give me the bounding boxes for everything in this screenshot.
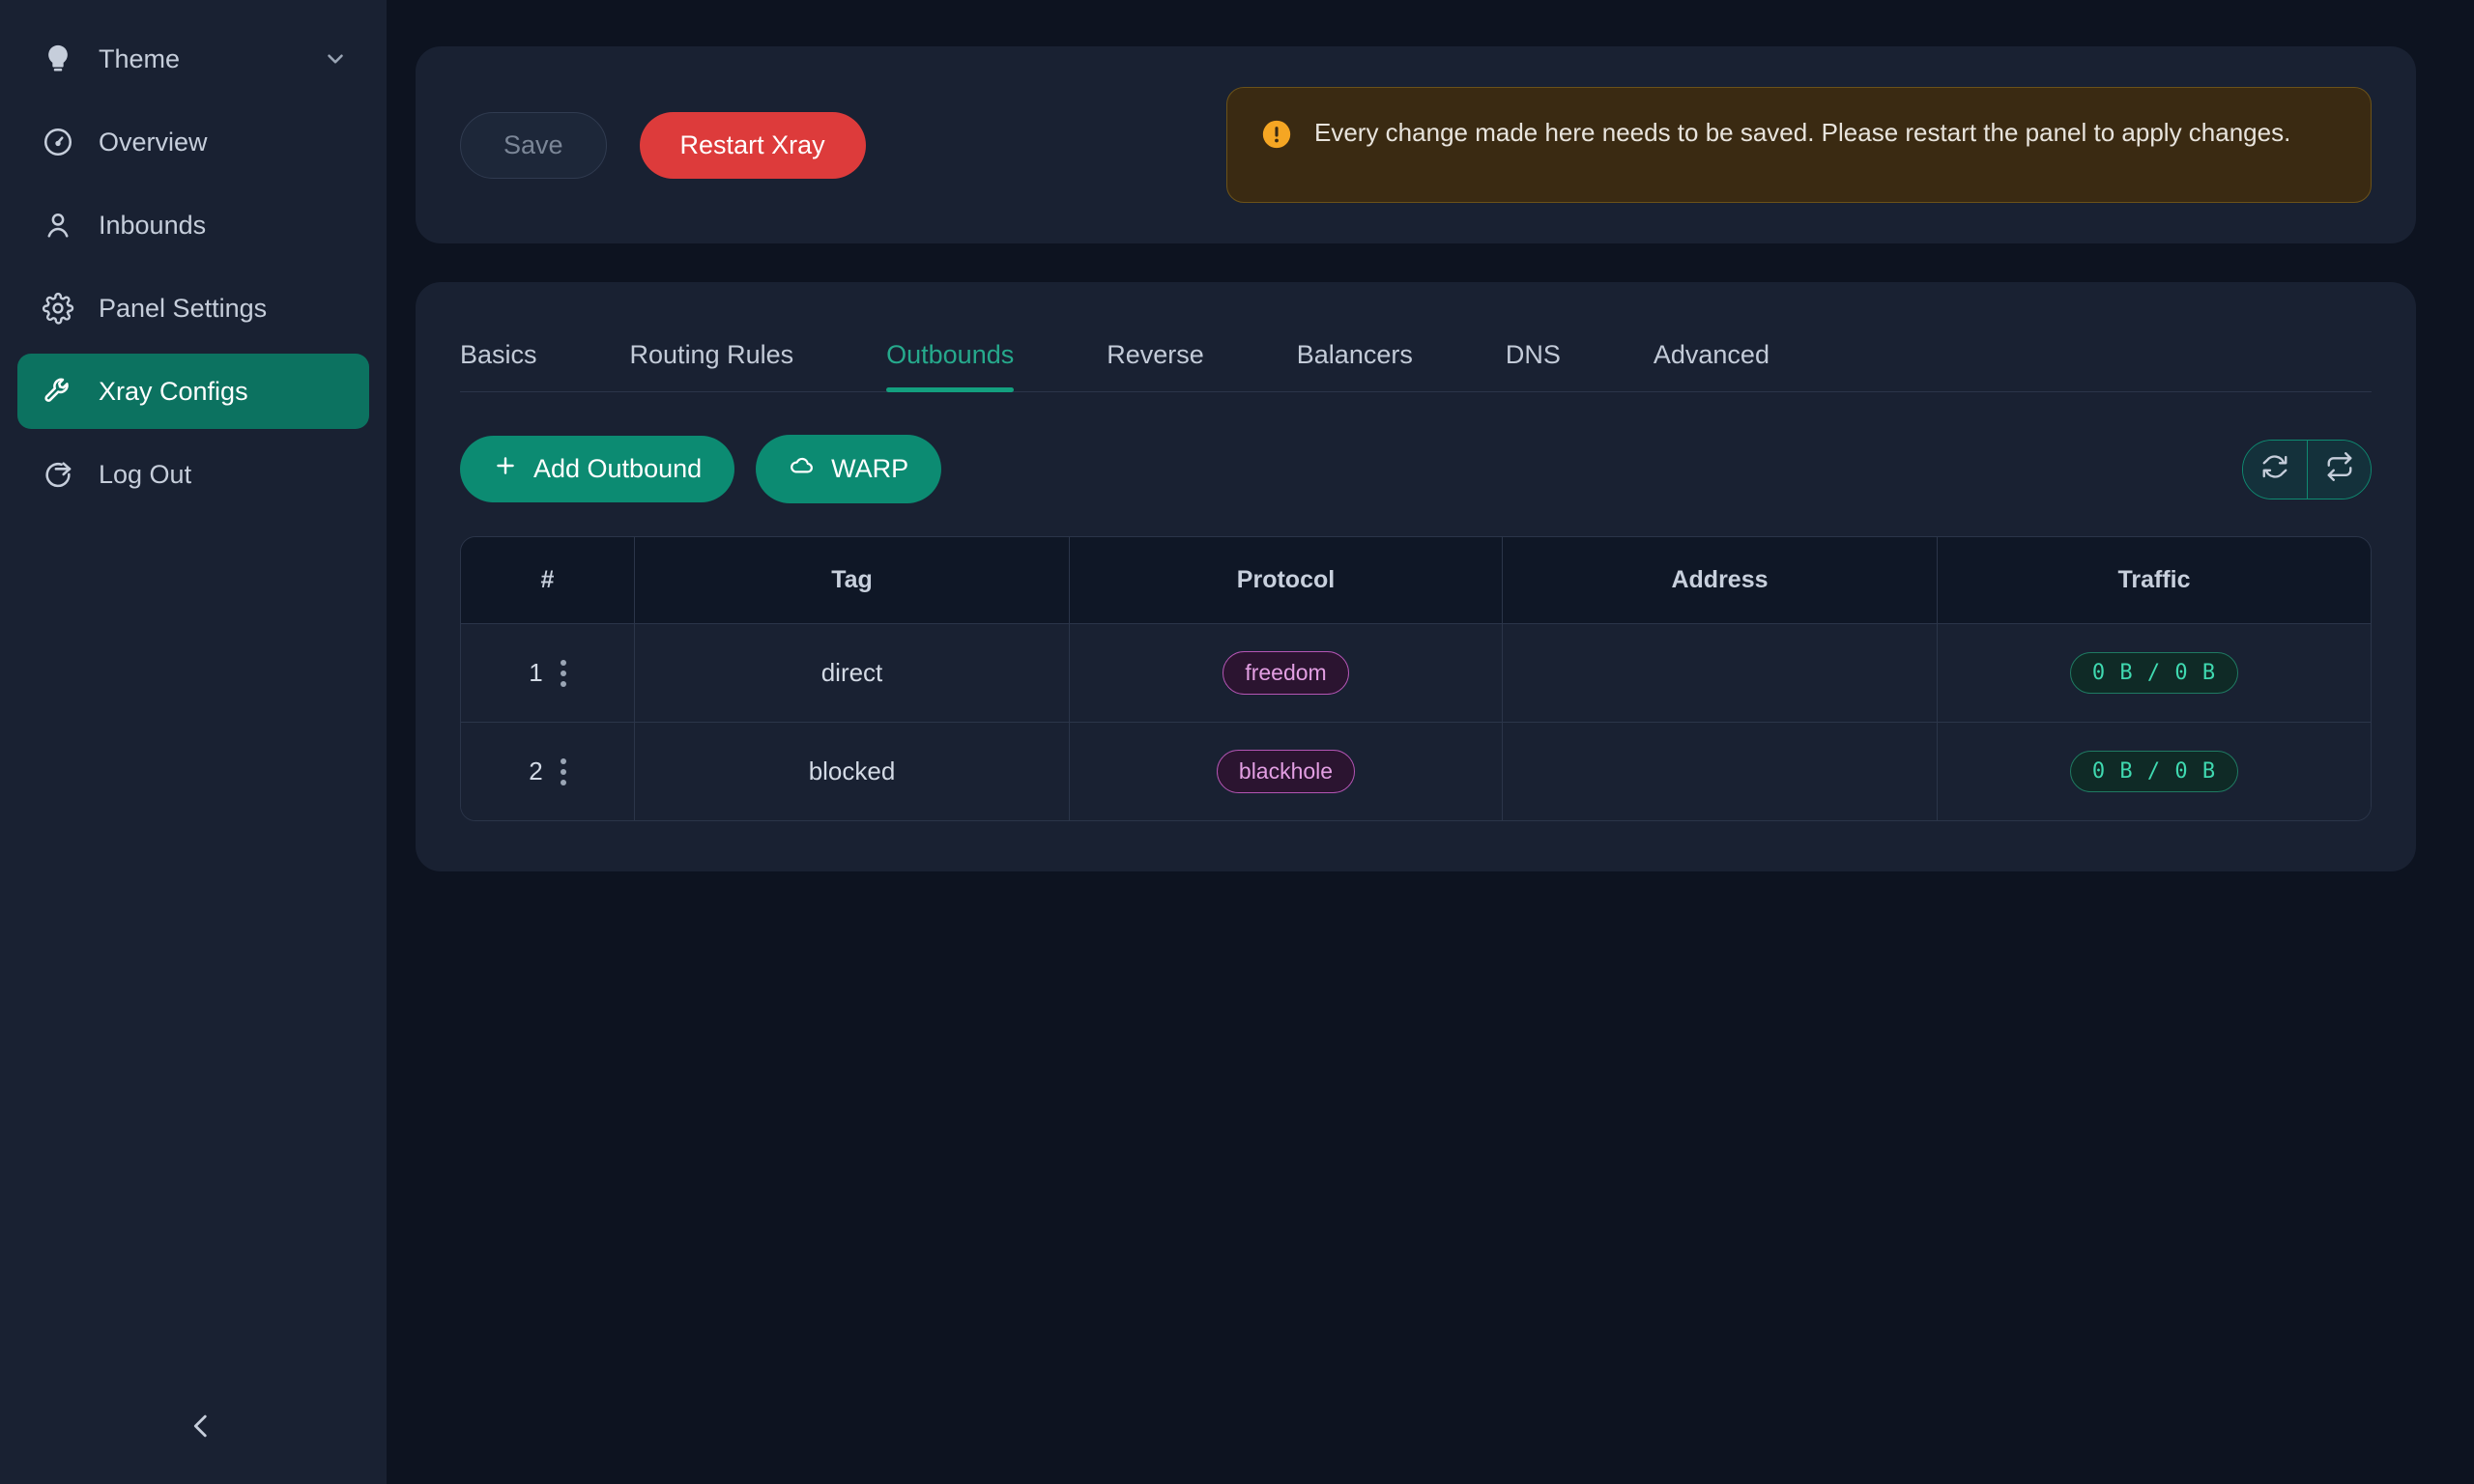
sidebar-item-overview[interactable]: Overview (17, 104, 369, 180)
tab-routing-rules[interactable]: Routing Rules (629, 340, 794, 369)
column-header-address: Address (1503, 537, 1938, 624)
gauge-icon (39, 123, 77, 161)
chevron-down-icon[interactable] (323, 46, 348, 71)
sidebar-item-label: Panel Settings (99, 293, 268, 323)
cell-protocol: freedom (1070, 624, 1503, 723)
sidebar-item-label: Theme (99, 43, 181, 73)
plus-icon (493, 453, 518, 485)
xray-config-card: Basics Routing Rules Outbounds Reverse B… (416, 282, 2416, 871)
repeat-button[interactable] (2307, 440, 2371, 499)
save-button[interactable]: Save (460, 111, 607, 179)
protocol-badge: blackhole (1216, 750, 1356, 793)
tab-bar: Basics Routing Rules Outbounds Reverse B… (460, 325, 2372, 392)
sidebar: Theme Overview (0, 0, 387, 1484)
tab-advanced[interactable]: Advanced (1653, 340, 1769, 369)
add-outbound-label: Add Outbound (533, 454, 703, 483)
traffic-badge: 0 B / 0 B (2069, 751, 2239, 792)
user-icon (39, 206, 77, 244)
traffic-badge: 0 B / 0 B (2069, 652, 2239, 694)
row-menu-icon[interactable] (560, 757, 566, 785)
lightbulb-icon (39, 40, 77, 78)
main-content: Save Restart Xray Every change made here… (387, 0, 2474, 1484)
row-menu-icon[interactable] (560, 659, 566, 687)
row-index: 2 (529, 756, 543, 785)
column-header-traffic: Traffic (1938, 537, 2371, 624)
outbounds-toolbar: Add Outbound WARP (460, 435, 2372, 503)
refresh-icon (2260, 452, 2289, 486)
cell-num: 1 (461, 624, 635, 723)
restart-xray-button[interactable]: Restart Xray (639, 111, 866, 179)
tab-basics[interactable]: Basics (460, 340, 537, 369)
add-outbound-button[interactable]: Add Outbound (460, 436, 735, 502)
tab-reverse[interactable]: Reverse (1107, 340, 1204, 369)
column-header-tag: Tag (635, 537, 1070, 624)
alert-message: Every change made here needs to be saved… (1314, 118, 2291, 147)
table-header-row: # Tag Protocol Address Traffic (461, 537, 2371, 624)
sidebar-item-label: Overview (99, 127, 208, 157)
repeat-icon (2325, 452, 2354, 486)
tab-balancers[interactable]: Balancers (1296, 340, 1413, 369)
tab-dns[interactable]: DNS (1505, 340, 1561, 369)
cell-address (1503, 624, 1938, 723)
sidebar-item-label: Inbounds (99, 210, 207, 240)
sidebar-item-log-out[interactable]: Log Out (17, 437, 369, 512)
sidebar-item-panel-settings[interactable]: Panel Settings (17, 271, 369, 346)
row-index: 1 (529, 658, 543, 687)
action-bar-card: Save Restart Xray Every change made here… (416, 46, 2416, 243)
sidebar-item-label: Log Out (99, 459, 192, 489)
column-header-num: # (461, 537, 635, 624)
cell-traffic: 0 B / 0 B (1938, 723, 2371, 820)
wrench-icon (39, 372, 77, 411)
cell-tag: blocked (635, 723, 1070, 820)
table-row[interactable]: 2 blocked blackhole 0 B / 0 B (461, 723, 2371, 820)
cloud-icon (789, 452, 816, 486)
sidebar-item-xray-configs[interactable]: Xray Configs (17, 354, 369, 429)
gear-icon (39, 289, 77, 328)
table-row[interactable]: 1 direct freedom 0 B / 0 B (461, 624, 2371, 723)
tab-outbounds[interactable]: Outbounds (886, 325, 1015, 392)
column-header-protocol: Protocol (1070, 537, 1503, 624)
sidebar-collapse-button[interactable] (172, 1399, 230, 1457)
logout-icon (39, 455, 77, 494)
sidebar-item-theme[interactable]: Theme (17, 21, 369, 97)
cell-protocol: blackhole (1070, 723, 1503, 820)
outbounds-table: # Tag Protocol Address Traffic 1 (460, 536, 2372, 821)
warp-label: WARP (831, 454, 909, 483)
refresh-button[interactable] (2243, 440, 2307, 499)
warning-alert: Every change made here needs to be saved… (1226, 87, 2372, 203)
protocol-badge: freedom (1223, 651, 1349, 695)
table-actions-group (2242, 439, 2372, 499)
cell-address (1503, 723, 1938, 820)
cell-tag: direct (635, 624, 1070, 723)
chevron-left-icon (185, 1410, 217, 1447)
warning-icon (1260, 118, 1293, 156)
cell-num: 2 (461, 723, 635, 820)
sidebar-item-label: Xray Configs (99, 376, 248, 406)
warp-button[interactable]: WARP (756, 435, 942, 503)
sidebar-item-inbounds[interactable]: Inbounds (17, 187, 369, 263)
cell-traffic: 0 B / 0 B (1938, 624, 2371, 723)
